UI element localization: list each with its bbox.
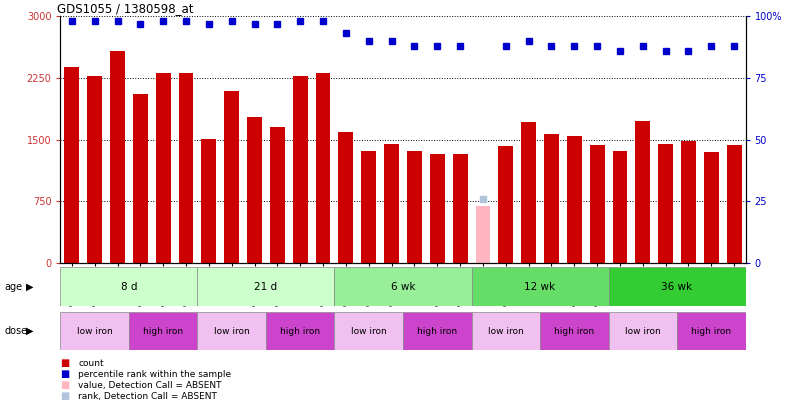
Text: high iron: high iron xyxy=(418,326,457,336)
Text: age: age xyxy=(4,281,22,292)
Bar xyxy=(384,144,399,263)
Text: low iron: low iron xyxy=(351,326,387,336)
Bar xyxy=(270,126,285,263)
Bar xyxy=(681,141,696,263)
Bar xyxy=(453,154,467,263)
Text: low iron: low iron xyxy=(625,326,661,336)
Text: low iron: low iron xyxy=(214,326,250,336)
Text: low iron: low iron xyxy=(488,326,524,336)
Text: ■: ■ xyxy=(60,358,69,368)
Bar xyxy=(609,267,746,306)
Text: 21 d: 21 d xyxy=(255,281,277,292)
Text: GDS1055 / 1380598_at: GDS1055 / 1380598_at xyxy=(57,2,193,15)
Text: low iron: low iron xyxy=(77,326,113,336)
Bar xyxy=(224,91,239,263)
Bar xyxy=(87,76,102,263)
Bar xyxy=(334,312,403,350)
Text: high iron: high iron xyxy=(280,326,320,336)
Text: 12 wk: 12 wk xyxy=(525,281,555,292)
Bar xyxy=(129,312,197,350)
Bar xyxy=(635,121,650,263)
Bar xyxy=(472,312,540,350)
Text: rank, Detection Call = ABSENT: rank, Detection Call = ABSENT xyxy=(78,392,217,401)
Bar xyxy=(407,151,422,263)
Bar xyxy=(179,73,193,263)
Bar xyxy=(64,67,79,263)
Bar xyxy=(659,144,673,263)
Bar xyxy=(704,152,719,263)
Bar xyxy=(476,206,490,263)
Bar xyxy=(293,76,308,263)
Bar xyxy=(110,51,125,263)
Text: count: count xyxy=(78,359,104,368)
Text: high iron: high iron xyxy=(555,326,594,336)
Bar xyxy=(156,73,171,263)
Bar xyxy=(567,136,582,263)
Bar xyxy=(472,267,609,306)
Bar xyxy=(609,312,677,350)
Text: 36 wk: 36 wk xyxy=(662,281,692,292)
Bar xyxy=(613,151,627,263)
Bar xyxy=(727,145,742,263)
Bar xyxy=(339,132,353,263)
Text: high iron: high iron xyxy=(143,326,183,336)
Bar xyxy=(590,145,604,263)
Text: high iron: high iron xyxy=(692,326,731,336)
Bar xyxy=(540,312,609,350)
Bar xyxy=(403,312,472,350)
Bar xyxy=(316,73,330,263)
Bar xyxy=(521,122,536,263)
Bar xyxy=(60,267,197,306)
Text: 8 d: 8 d xyxy=(121,281,137,292)
Text: ■: ■ xyxy=(60,380,69,390)
Text: ▶: ▶ xyxy=(26,281,33,292)
Text: value, Detection Call = ABSENT: value, Detection Call = ABSENT xyxy=(78,381,222,390)
Bar xyxy=(266,312,334,350)
Bar xyxy=(60,312,129,350)
Bar xyxy=(202,139,216,263)
Bar xyxy=(247,117,262,263)
Bar xyxy=(361,151,376,263)
Bar xyxy=(133,94,147,263)
Bar xyxy=(677,312,746,350)
Bar xyxy=(334,267,472,306)
Bar xyxy=(197,312,266,350)
Text: 6 wk: 6 wk xyxy=(391,281,415,292)
Text: ■: ■ xyxy=(60,391,69,401)
Text: ▶: ▶ xyxy=(26,326,33,336)
Text: percentile rank within the sample: percentile rank within the sample xyxy=(78,370,231,379)
Bar xyxy=(430,154,445,263)
Bar xyxy=(498,146,513,263)
Text: dose: dose xyxy=(4,326,27,336)
Bar xyxy=(544,134,559,263)
Text: ■: ■ xyxy=(60,369,69,379)
Bar xyxy=(197,267,334,306)
